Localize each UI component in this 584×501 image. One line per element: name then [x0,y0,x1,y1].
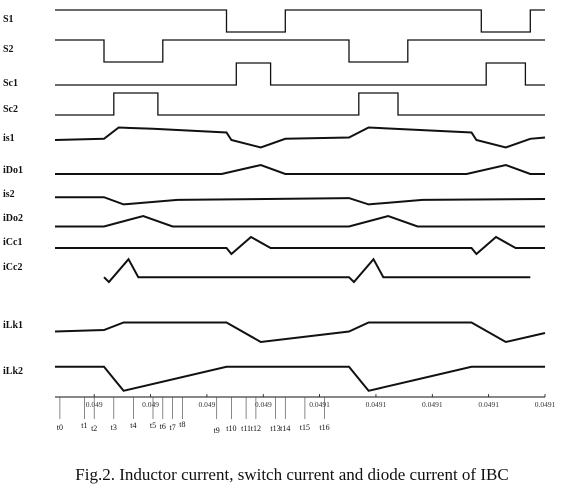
x-tick-label: 0.049 [198,400,215,409]
time-axis-ticks: 0.049 0.049 0.049 0.049 0.0491 0.0491 0.0491 0.… [86,394,556,409]
time-marker-t13: t13 [270,424,280,433]
trace-ilk2 [55,365,545,392]
time-marker-t2: t2 [91,424,97,433]
time-marker-t4: t4 [130,421,136,430]
trace-sc1 [55,62,545,86]
trace-icc2 [103,257,531,284]
x-tick-label: 0.049 [255,400,272,409]
x-tick-label: 0.0491 [366,400,387,409]
trace-icc1 [55,235,545,256]
x-tick-label: 0.0491 [478,400,499,409]
signal-label-sc1: Sc1 [3,78,18,89]
signal-label-s2: S2 [3,44,14,55]
time-marker-t5: t5 [150,421,156,430]
x-tick-label: 0.0491 [309,400,330,409]
trace-ido1 [55,163,545,175]
time-marker-t0: t0 [57,423,63,432]
x-tick-label: 0.049 [142,400,159,409]
signal-labels: S1 S2 Sc1 Sc2 is1 iDo1 is2 iDo2 iCc1 iCc2 iLk1 iLk2 [3,14,23,377]
figure-caption: Fig.2. Inductor current, switch current … [75,465,509,484]
time-markers: t0 t1 t2 t3 t4 t5 t6 t7 t8 t9 t10 t11 t12 t13 t14 t15 t1… [57,397,330,435]
time-marker-t6: t6 [160,422,166,431]
time-marker-t9: t9 [214,426,220,435]
time-marker-t12: t12 [251,424,261,433]
signal-label-ido1: iDo1 [3,165,23,176]
signal-label-icc1: iCc1 [3,237,22,248]
signal-label-is1: is1 [3,133,15,144]
time-marker-t11: t11 [241,424,251,433]
signal-label-sc2: Sc2 [3,104,18,115]
trace-sc2 [55,92,545,116]
time-marker-t15: t15 [300,423,310,432]
time-marker-t1: t1 [81,421,87,430]
time-marker-t10: t10 [226,424,236,433]
signal-label-ilk1: iLk1 [3,320,23,331]
trace-ilk1 [54,321,546,344]
trace-is2 [55,196,546,206]
trace-s2 [55,39,545,63]
signal-label-ilk2: iLk2 [3,366,23,377]
trace-ido2 [55,214,545,228]
time-marker-t3: t3 [111,423,117,432]
time-marker-t7: t7 [169,423,175,432]
signal-traces [54,9,546,392]
x-tick-label: 0.0491 [422,400,443,409]
signal-label-is2: is2 [3,189,15,200]
signal-label-s1: S1 [3,14,14,25]
signal-label-icc2: iCc2 [3,262,22,273]
trace-is1 [54,126,546,149]
trace-s1 [55,9,545,33]
x-tick-label: 0.0491 [535,400,556,409]
time-marker-t14: t14 [280,424,290,433]
signal-label-ido2: iDo2 [3,213,23,224]
time-marker-t16: t16 [319,423,329,432]
time-marker-t8: t8 [179,420,185,429]
